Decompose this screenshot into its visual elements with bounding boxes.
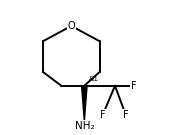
Text: F: F (123, 110, 129, 120)
Text: O: O (68, 21, 75, 31)
Text: F: F (100, 110, 106, 120)
Polygon shape (82, 86, 87, 121)
Text: &1: &1 (88, 76, 98, 82)
Text: NH₂: NH₂ (75, 121, 94, 131)
Text: F: F (131, 81, 136, 91)
